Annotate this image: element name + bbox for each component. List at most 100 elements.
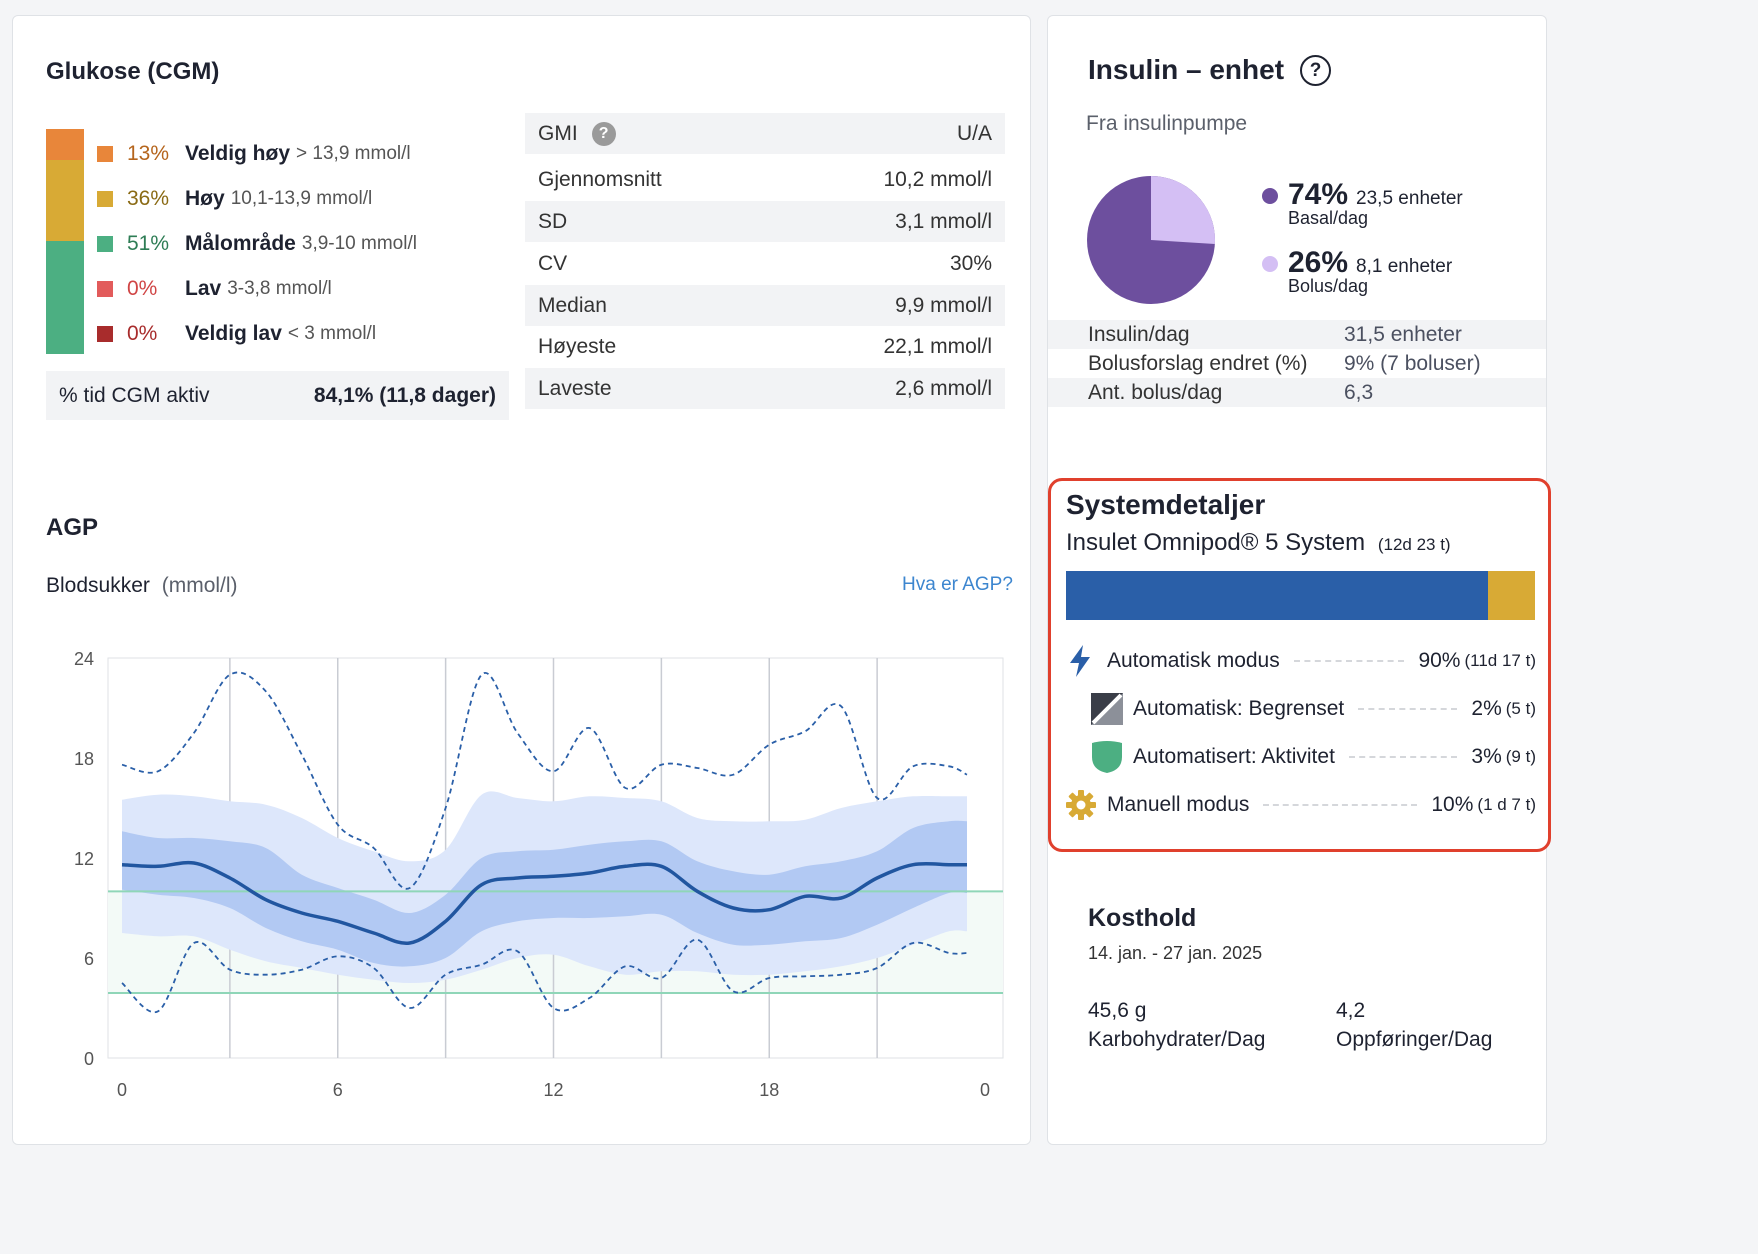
time-in-range-bar [46,129,84,354]
tir-bar-target [46,241,84,354]
diet-title: Kosthold [1088,904,1197,932]
stats-row-gmi: GMI ? U/A [525,113,1005,154]
glucose-title: Glukose (CGM) [46,58,220,85]
stats-label: Laveste [538,376,612,400]
y-tick-label: 12 [74,849,94,869]
stats-label: Høyeste [538,334,617,358]
stats-value: 3,1 mmol/l [895,209,992,233]
pie-slice-bolus [1151,176,1215,245]
y-tick-label: 18 [74,749,94,769]
stats-label: Gjennomsnitt [538,167,662,191]
tir-range: 10,1-13,9 mmol/l [230,188,373,209]
stats-label: GMI [538,121,578,145]
bolus-dot [1262,256,1278,272]
cgm-active-row: % tid CGM aktiv 84,1% (11,8 dager) [46,371,509,420]
x-tick-label: 6 [333,1080,343,1100]
swatch [97,191,113,207]
mode-row-automatic: Automatisk modus 90% (11d 17 t) [1068,644,1536,678]
question-circle-icon[interactable]: ? [1300,54,1332,86]
series-min-line [121,938,968,1014]
band-25-75 [122,820,967,967]
system-mode-bar [1066,571,1535,620]
system-device: Insulet Omnipod® 5 System [1066,529,1366,556]
what-is-agp-link[interactable]: Hva er AGP? [902,574,1013,595]
entries-label: Oppføringer/Dag [1336,1028,1493,1051]
mode-label: Automatisert: Aktivitet [1133,745,1335,768]
mode-leader [1348,756,1458,758]
swatch [97,326,113,342]
tir-label: Lav [185,277,222,300]
insulin-panel: Insulin – enhet ? Fra insulinpumpe 74% 2… [1047,15,1551,1145]
stats-row: CV 30% [525,243,1005,284]
agp-subtitle-label: Blodsukker [46,574,150,597]
stats-value: U/A [956,121,992,145]
stats-label: Median [538,293,607,317]
insulin-pie [1087,176,1215,304]
mode-pct: 2% [1471,697,1502,720]
tir-row-target: 51% Målområde 3,9-10 mmol/l [97,229,417,259]
y-tick-label: 0 [84,1049,94,1069]
basal-pct: 74% [1288,178,1349,211]
agp-title: AGP [46,514,99,541]
tir-row-high: 36% Høy 10,1-13,9 mmol/l [97,184,372,214]
mode-label: Automatisk modus [1107,649,1280,672]
tir-row-very-low: 0% Veldig lav < 3 mmol/l [97,319,376,349]
swatch [97,281,113,297]
insulin-row-value: 6,3 [1344,380,1374,404]
tir-label: Målområde [185,232,296,255]
agp-chart: 24 18 12 6 0 0 6 12 18 0 [74,649,1004,1100]
lightning-icon [1070,645,1090,677]
system-bar-automatic [1066,571,1489,620]
mode-row-limited: Automatisk: Begrenset 2% (5 t) [1091,692,1536,726]
swatch [97,236,113,252]
insulin-row-label: Insulin/dag [1088,322,1190,346]
series-median-line [121,860,967,946]
tir-range: > 13,9 mmol/l [296,143,411,164]
carbs-label: Karbohydrater/Dag [1088,1028,1266,1051]
x-tick-label: 0 [980,1080,990,1100]
y-tick-label: 24 [74,649,94,669]
mode-label: Automatisk: Begrenset [1133,697,1345,720]
insulin-source: Fra insulinpumpe [1086,112,1248,135]
help-icon[interactable]: ? [591,121,616,146]
swatch [97,146,113,162]
mode-duration: (11d 17 t) [1464,651,1536,670]
diet-carbs: 45,6 g Karbohydrater/Dag [1088,996,1265,1054]
shield-icon [1092,741,1122,773]
tir-bar-very-high [46,129,84,160]
mode-pct: 3% [1471,745,1502,768]
tir-pct: 0% [127,277,158,300]
mode-duration: (1 d 7 t) [1477,795,1536,814]
insulin-header: Insulin – enhet ? [1088,54,1332,86]
mode-pct: 90% [1418,649,1461,672]
agp-subtitle: Blodsukker (mmol/l) [46,574,238,598]
mode-duration: (5 t) [1505,699,1536,718]
x-tick-label: 0 [117,1080,127,1100]
tir-pct: 0% [127,322,158,345]
tir-range: 3,9-10 mmol/l [301,233,417,254]
bolus-pct: 26% [1288,246,1349,279]
stats-label: SD [538,209,568,233]
tir-label: Veldig lav [185,322,282,345]
insulin-row-value: 9% (7 boluser) [1344,351,1481,375]
x-tick-label: 18 [759,1080,779,1100]
tir-label: Høy [185,187,225,210]
stats-row: Median 9,9 mmol/l [525,285,1005,326]
tir-bar-high [46,160,84,241]
diet-entries: 4,2 Oppføringer/Dag [1336,996,1492,1054]
tir-pct: 36% [127,187,170,210]
entries-value: 4,2 [1336,999,1366,1022]
mode-leader [1263,804,1418,806]
cgm-active-value: 84,1% (11,8 dager) [313,383,496,407]
basal-legend: 74% 23,5 enheter Basal/dag [1262,178,1463,229]
y-tick-label: 6 [84,949,94,969]
system-title: Systemdetaljer [1066,489,1266,520]
insulin-row: Ant. bolus/dag 6,3 [1048,378,1546,407]
stats-value: 22,1 mmol/l [883,334,992,358]
x-tick-label: 12 [543,1080,563,1100]
tir-pct: 51% [127,232,170,255]
insulin-row-label: Ant. bolus/dag [1088,380,1223,404]
mode-row-activity: Automatisert: Aktivitet 3% (9 t) [1091,740,1536,774]
bolus-label: Bolus/dag [1288,276,1369,296]
mode-pct: 10% [1431,793,1474,816]
